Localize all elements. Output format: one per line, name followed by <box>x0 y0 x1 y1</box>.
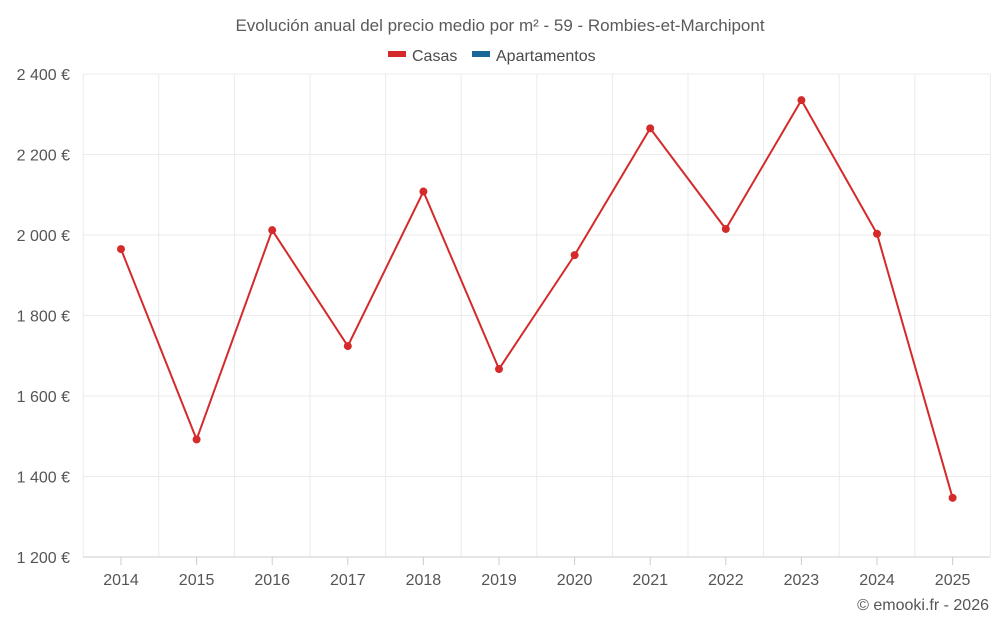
x-tick-label: 2018 <box>406 572 442 589</box>
legend-label-apartamentos: Apartamentos <box>496 48 596 65</box>
x-tick-label: 2021 <box>632 572 668 589</box>
x-tick-label: 2025 <box>935 572 971 589</box>
data-point-2020[interactable] <box>570 251 579 260</box>
x-axis-ticks: 2014 2015 2016 2017 2018 2019 2020 2021 2022 2023… <box>103 557 970 589</box>
legend-swatch-apartamentos <box>472 51 490 57</box>
data-point-2024[interactable] <box>873 229 881 238</box>
data-point-2017[interactable] <box>343 342 352 351</box>
data-point-2023[interactable] <box>797 96 806 105</box>
x-tick-label: 2016 <box>254 572 290 589</box>
legend: Casas Apartamentos <box>388 48 596 65</box>
legend-label-casas: Casas <box>412 48 457 65</box>
x-tick-label: 2023 <box>784 572 820 589</box>
credit-text: © emooki.fr - 2026 <box>857 597 989 614</box>
y-axis-ticks: 1 200 € 1 400 € 1 600 € 1 800 € 2 000 € 2 200… <box>17 67 70 567</box>
data-point-2016[interactable] <box>268 226 277 235</box>
data-point-2014[interactable] <box>117 245 125 254</box>
y-tick-label: 1 200 € <box>17 550 70 567</box>
x-tick-label: 2014 <box>103 572 139 589</box>
x-tick-label: 2022 <box>708 572 744 589</box>
y-tick-label: 1 400 € <box>17 470 70 487</box>
data-point-2015[interactable] <box>192 435 201 444</box>
data-point-2025[interactable] <box>948 493 957 502</box>
y-tick-label: 1 800 € <box>17 309 70 326</box>
series-line-casas <box>120 99 954 499</box>
y-tick-label: 2 200 € <box>17 148 70 165</box>
data-point-2019[interactable] <box>495 365 503 374</box>
x-tick-label: 2019 <box>481 572 517 589</box>
chart-title: Evolución anual del precio medio por m² … <box>235 16 764 35</box>
y-tick-label: 2 000 € <box>17 228 70 245</box>
x-tick-label: 2020 <box>557 572 593 589</box>
x-tick-label: 2024 <box>859 572 895 589</box>
series-casas <box>117 96 957 502</box>
legend-item-apartamentos[interactable]: Apartamentos <box>472 48 596 65</box>
y-gridlines <box>83 73 990 477</box>
legend-item-casas[interactable]: Casas <box>388 48 457 65</box>
x-tick-label: 2015 <box>179 572 215 589</box>
legend-swatch-casas <box>388 51 406 57</box>
data-point-2021[interactable] <box>646 124 655 133</box>
y-tick-label: 1 600 € <box>17 389 70 406</box>
data-point-2018[interactable] <box>419 187 428 196</box>
x-tick-label: 2017 <box>330 572 366 589</box>
data-point-2022[interactable] <box>721 224 730 233</box>
y-tick-label: 2 400 € <box>17 67 70 84</box>
